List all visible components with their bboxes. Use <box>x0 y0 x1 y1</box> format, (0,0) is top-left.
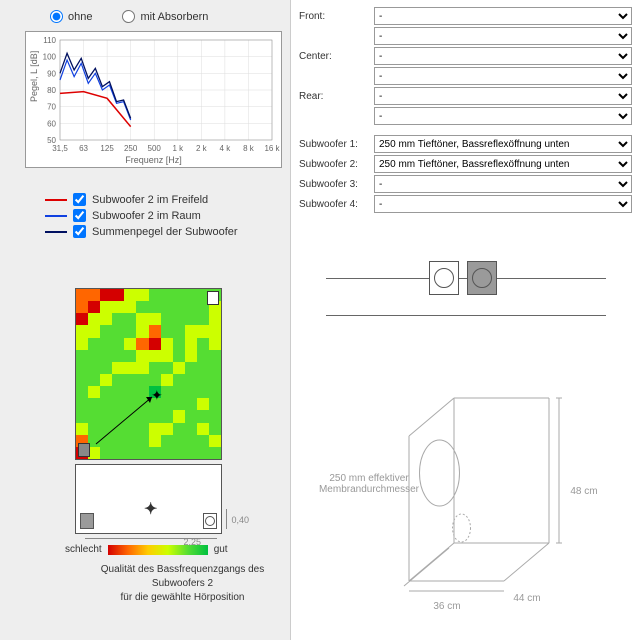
legend-item[interactable]: Subwoofer 2 im Raum <box>45 209 290 222</box>
svg-text:4 k: 4 k <box>220 144 232 153</box>
label-front: Front: <box>299 11 374 22</box>
select-sw1[interactable]: 250 mm Tieftöner, Bassreflexöffnung unte… <box>374 135 632 153</box>
svg-text:63: 63 <box>79 144 88 153</box>
svg-text:100: 100 <box>43 53 57 62</box>
speaker-marker-2 <box>203 513 217 529</box>
left-panel: ohne mit Absorbern Pegel, L [dB] 5060708… <box>0 0 290 640</box>
label-sw3: Subwoofer 3: <box>299 179 374 190</box>
floorplan: ✦ 0,40 2,25 <box>75 464 222 534</box>
label-center: Center: <box>299 51 374 62</box>
right-panel: Front:- - Center:- - Rear:- - Subwoofer … <box>290 0 640 640</box>
label-rear: Rear: <box>299 91 374 102</box>
good-label: gut <box>214 544 228 555</box>
speaker-box-2 <box>467 261 497 295</box>
speaker-front-view <box>299 278 632 338</box>
speaker-box-1 <box>429 261 459 295</box>
quality-caption: Qualität des Bassfrequenzgangs des Subwo… <box>75 563 290 605</box>
select-sw4[interactable]: - <box>374 195 632 213</box>
radio-mit[interactable]: mit Absorbern <box>122 10 208 23</box>
absorber-radios: ohne mit Absorbern <box>5 5 290 31</box>
subwoofer-3d-view: 250 mm effektiverMembrandurchmesser 36 c… <box>319 378 599 638</box>
box3d-svg <box>319 378 599 628</box>
svg-text:80: 80 <box>47 86 56 95</box>
select-rear-2[interactable]: - <box>374 107 632 125</box>
svg-text:70: 70 <box>47 103 56 112</box>
radio-mit-label: mit Absorbern <box>140 11 208 23</box>
width-label: 44 cm <box>507 593 547 604</box>
room-height-label: 0,40 <box>231 515 249 525</box>
membrane-annotation: 250 mm effektiverMembrandurchmesser <box>314 473 424 495</box>
depth-label: 36 cm <box>427 601 467 612</box>
listener-marker-icon: ✦ <box>144 499 157 519</box>
label-sw2: Subwoofer 2: <box>299 159 374 170</box>
bad-label: schlecht <box>65 544 102 555</box>
svg-text:500: 500 <box>148 144 162 153</box>
frequency-chart: Pegel, L [dB] 506070809010011031,5631252… <box>25 31 282 168</box>
heatmap-section: ✦ ✦ 0,40 2,25 schlecht gut Qualität des … <box>75 288 290 605</box>
svg-text:90: 90 <box>47 69 56 78</box>
svg-text:8 k: 8 k <box>243 144 255 153</box>
select-front-1[interactable]: - <box>374 7 632 25</box>
label-sw1: Subwoofer 1: <box>299 139 374 150</box>
legend-item[interactable]: Subwoofer 2 im Freifeld <box>45 193 290 206</box>
speaker-marker-1 <box>80 513 94 529</box>
chart-svg: 506070809010011031,5631252505001 k2 k4 k… <box>26 32 281 167</box>
legend-item[interactable]: Summenpegel der Subwoofer <box>45 225 290 238</box>
height-label: 48 cm <box>564 486 604 497</box>
select-rear-1[interactable]: - <box>374 87 632 105</box>
select-front-2[interactable]: - <box>374 27 632 45</box>
select-center-1[interactable]: - <box>374 47 632 65</box>
chart-legend: Subwoofer 2 im Freifeld Subwoofer 2 im R… <box>45 193 290 238</box>
svg-text:125: 125 <box>100 144 114 153</box>
select-sw3[interactable]: - <box>374 175 632 193</box>
select-sw2[interactable]: 250 mm Tieftöner, Bassreflexöffnung unte… <box>374 155 632 173</box>
radio-ohne[interactable]: ohne <box>50 10 92 23</box>
quality-gradient: schlecht gut <box>65 544 290 555</box>
radio-ohne-label: ohne <box>68 11 92 23</box>
svg-text:250: 250 <box>124 144 138 153</box>
svg-text:1 k: 1 k <box>172 144 184 153</box>
heatmap: ✦ <box>75 288 222 460</box>
chart-xlabel: Frequenz [Hz] <box>125 155 182 165</box>
select-center-2[interactable]: - <box>374 67 632 85</box>
svg-text:2 k: 2 k <box>196 144 208 153</box>
svg-text:110: 110 <box>43 36 56 45</box>
svg-text:31,5: 31,5 <box>52 144 68 153</box>
svg-text:60: 60 <box>47 119 56 128</box>
label-sw4: Subwoofer 4: <box>299 199 374 210</box>
svg-text:16 k: 16 k <box>264 144 280 153</box>
